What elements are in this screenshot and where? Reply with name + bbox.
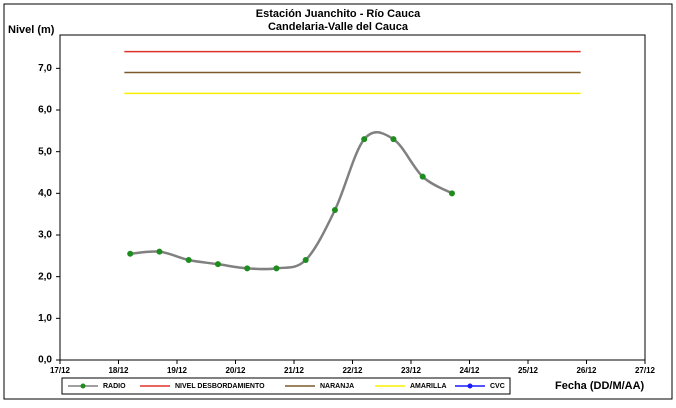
- point: [419, 173, 426, 180]
- point: [331, 207, 338, 213]
- x-tick-label: 26/12: [576, 366, 597, 375]
- x-tick-label: 25/12: [518, 366, 539, 375]
- legend-marker: [467, 383, 473, 389]
- point: [448, 190, 455, 197]
- x-tick-label: 17/12: [50, 366, 71, 375]
- point: [156, 248, 163, 255]
- y-axis-label: Nivel (m): [8, 24, 55, 36]
- x-tick-label: 23/12: [401, 366, 422, 375]
- chart-subtitle: Candelaria-Valle del Cauca: [268, 21, 409, 33]
- legend-marker: [80, 383, 86, 389]
- x-tick-label: 24/12: [459, 366, 480, 375]
- y-tick-label: 2,0: [38, 271, 52, 282]
- x-tick-label: 18/12: [108, 366, 129, 375]
- legend-label: RADIO: [103, 383, 126, 390]
- point: [390, 136, 397, 143]
- point: [273, 265, 280, 272]
- x-tick-label: 20/12: [225, 366, 246, 375]
- legend-label: NIVEL DESBORDAMIENTO: [175, 383, 265, 390]
- point: [302, 257, 309, 263]
- x-tick-label: 21/12: [284, 366, 305, 375]
- plot-area: [59, 34, 646, 361]
- x-tick-label: 22/12: [342, 366, 363, 375]
- point: [185, 257, 192, 263]
- x-axis-label: Fecha (DD/M/AA): [555, 380, 645, 392]
- y-tick-label: 3,0: [38, 230, 52, 241]
- y-tick-label: 0,0: [38, 355, 52, 366]
- legend-label: NARANJA: [320, 383, 354, 390]
- x-tick-label: 19/12: [167, 366, 188, 375]
- chart-title: Estación Juanchito - Río Cauca: [256, 8, 421, 20]
- y-tick-label: 4,0: [38, 188, 52, 199]
- point: [361, 136, 368, 143]
- y-tick-label: 7,0: [38, 63, 52, 74]
- x-tick-label: 27/12: [635, 366, 656, 375]
- point: [214, 261, 221, 268]
- legend-label: CVC: [490, 383, 505, 390]
- y-tick-label: 1,0: [38, 313, 52, 324]
- point: [244, 265, 251, 272]
- point: [127, 250, 134, 257]
- y-tick-label: 5,0: [38, 146, 52, 157]
- legend-label: AMARILLA: [410, 383, 447, 390]
- y-tick-label: 6,0: [38, 105, 52, 116]
